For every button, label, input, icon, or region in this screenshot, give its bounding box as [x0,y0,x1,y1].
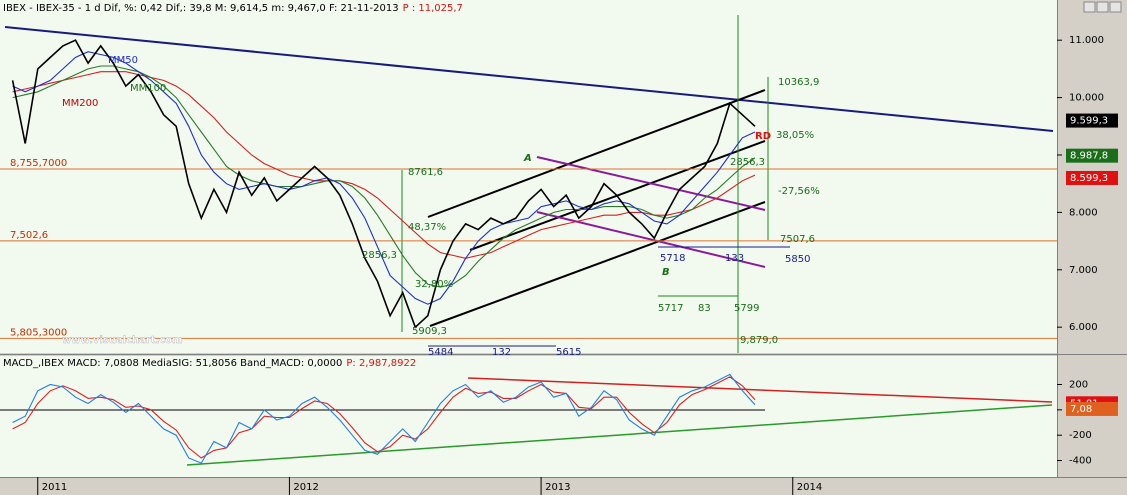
button[interactable] [1109,1,1122,13]
trend-line [4,26,1054,132]
x-tick-label: 2014 [797,482,822,493]
y-tick-label: 11.000 [1069,35,1104,46]
last-value-box [1066,148,1118,163]
annotation: 2856,3 [362,250,397,261]
watermark: www.visualchart.com [62,335,183,346]
series-line [12,373,756,464]
series-line [12,65,756,288]
y-tick-label: -400 [1069,456,1092,467]
last-value-label: 8.987,8 [1070,151,1108,162]
channel-line [536,156,766,211]
annotation: 5717 [658,303,683,314]
button[interactable] [1096,1,1109,13]
trend-line [467,377,1053,403]
annotation: 2856,3 [730,157,765,168]
trend-line [186,404,1053,466]
annotation: 83 [698,303,711,314]
last-value-label: 8.599,3 [1070,173,1108,184]
annotation: 5799 [734,303,759,314]
last-value-box [1066,170,1118,185]
annotation: 7507,6 [780,234,815,245]
x-tick-label: 2011 [42,482,67,493]
last-value-label: 9.599,3 [1070,116,1108,127]
annotation: -27,56% [778,186,820,197]
level-label: 5,805,3000 [10,327,67,338]
y-tick-label: 6.000 [1069,322,1098,333]
annotation: 8761,6 [408,167,443,178]
annotation: 5615 [556,347,581,358]
annotation: 5850 [785,254,810,265]
annotation: 5484 [428,347,453,358]
channel-line [427,89,766,218]
annotation: A [523,153,532,164]
level-label: 8,755,7000 [10,158,67,169]
pane-header: IBEX - IBEX-35 - 1 d Dif, %: 0,42 Dif,: … [3,3,399,14]
y-tick-label: 200 [1069,380,1088,391]
annotation: 32,80% [415,279,453,290]
last-value-box [1066,113,1118,128]
y-tick-label: 10.000 [1069,93,1104,104]
annotation: RD [755,131,771,142]
annotation: 5909,3 [412,326,447,337]
annotation: 10363,9 [778,77,819,88]
window-buttons [1083,1,1122,13]
y-tick-label: 7.000 [1069,265,1098,276]
x-tick-label: 2013 [545,482,570,493]
annotation: 132 [492,347,511,358]
pane-header-price: P: 2,987,8922 [346,358,416,369]
y-tick-label: 8.000 [1069,207,1098,218]
annotation: 9,879,0 [740,335,778,346]
annotation: B [662,267,670,278]
channel-line [536,211,766,268]
annotation: 133 [725,253,744,264]
annotation: MM50 [108,55,138,66]
price-pane [0,0,1057,353]
annotation: MM100 [130,83,166,94]
drawings [0,15,1054,466]
series-line [12,71,756,259]
series-line [12,51,756,305]
button[interactable] [1083,1,1096,13]
annotation: MM200 [62,98,98,109]
series-line [12,376,756,459]
channel-line [429,201,766,327]
series-line [11,39,756,329]
pane-header-price: P : 11,025,7 [403,3,463,14]
last-value-box [1066,401,1118,416]
last-value-label: 7,08 [1070,404,1092,415]
y-tick-label: -200 [1069,430,1092,441]
x-tick-label: 2012 [293,482,318,493]
level-label: 7,502,6 [10,230,48,241]
annotation: 5718 [660,253,685,264]
pane-header: MACD_,IBEX MACD: 7,0808 MediaSIG: 51,805… [3,358,342,369]
annotation: 48,37% [408,222,446,233]
annotation: 38,05% [776,130,814,141]
